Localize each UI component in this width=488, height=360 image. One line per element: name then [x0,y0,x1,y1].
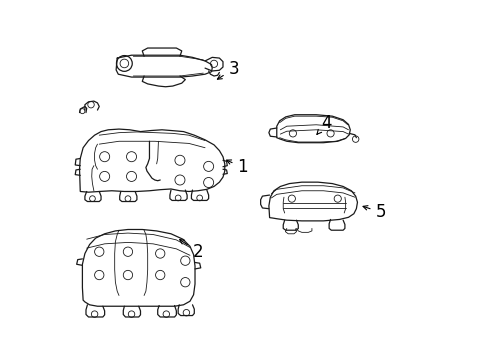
Text: 5: 5 [362,203,385,221]
Text: 1: 1 [226,158,247,176]
Text: 3: 3 [217,60,239,79]
Text: 4: 4 [316,114,331,134]
Text: 2: 2 [179,240,203,261]
